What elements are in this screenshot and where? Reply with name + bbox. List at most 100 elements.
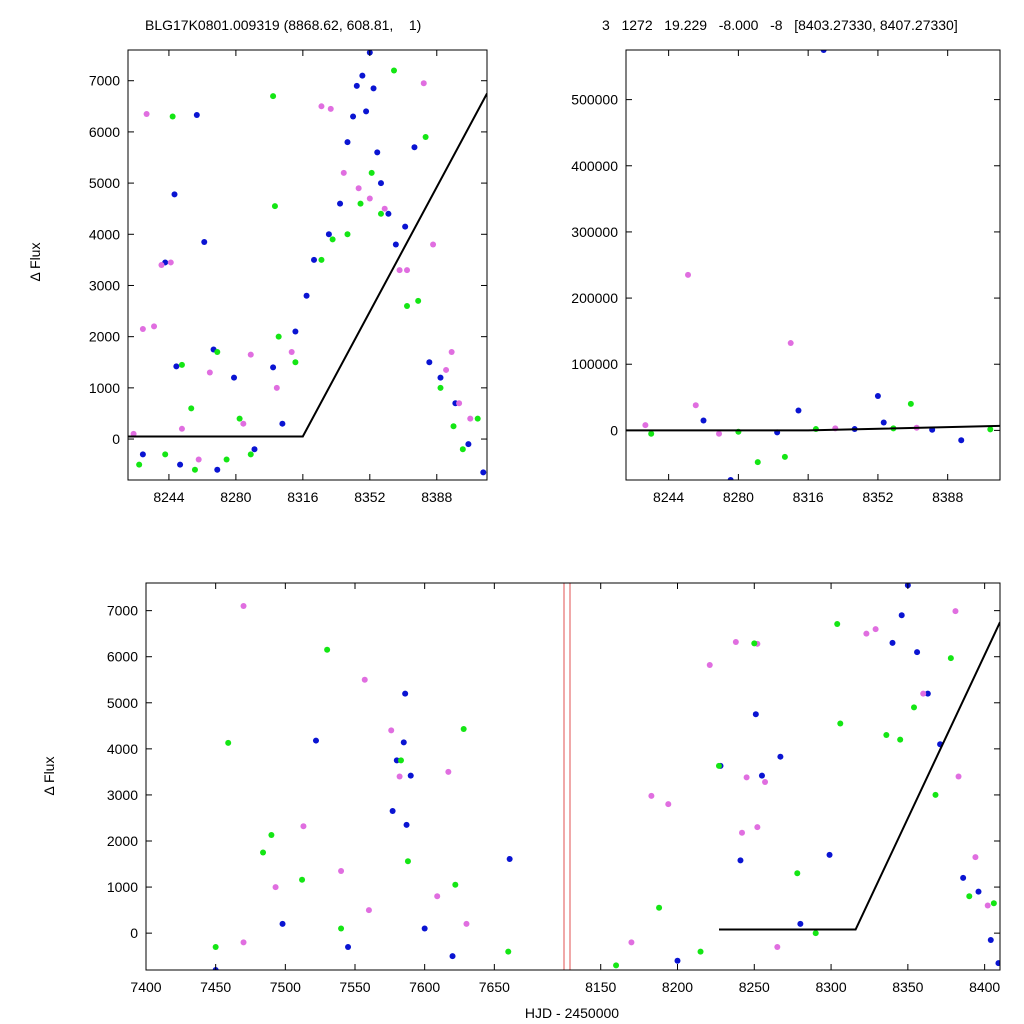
top-left-ylabel: Δ Flux (27, 243, 43, 282)
tl-xtick-label: 8244 (153, 489, 184, 505)
bottom-point-blue (389, 808, 396, 815)
tr-point-blue (700, 417, 707, 424)
bottom-point-blue (797, 920, 804, 927)
bottom-point-magenta (732, 638, 739, 645)
bottom-point-magenta (463, 920, 470, 927)
tl-point-blue (251, 446, 258, 453)
bottom-xtick-label: 7550 (339, 979, 370, 995)
tl-point-blue (279, 420, 286, 427)
bottom-ytick-label: 2000 (107, 833, 138, 849)
bottom-point-green (212, 943, 219, 950)
bottom-point-magenta (648, 792, 655, 799)
tl-point-blue (193, 112, 200, 119)
bottom-point-green (404, 858, 411, 865)
tl-point-blue (480, 469, 487, 476)
tr-point-magenta (787, 340, 794, 347)
tl-point-blue (437, 374, 444, 381)
top-right-panel: 0 100000 200000 300000 400000 500000 8244 8280 8… (571, 49, 1001, 505)
bottom-point-green (812, 930, 819, 937)
bottom-point-magenta (706, 662, 713, 669)
tl-point-blue (325, 231, 332, 238)
bottom-frame (145, 582, 1001, 971)
tl-point-blue (465, 441, 472, 448)
tl-ytick-label: 7000 (89, 73, 120, 89)
bottom-point-magenta (388, 727, 395, 734)
bottom-point-green (911, 704, 917, 711)
top-left-panel: 0 1000 2000 3000 4000 5000 6000 7000 8244 8280 831… (89, 49, 488, 505)
bottom-point-green (338, 925, 345, 932)
tl-ytick-label: 3000 (89, 277, 120, 293)
bottom-point-green (834, 621, 841, 628)
tl-point-green (223, 456, 230, 463)
tr-point-blue (727, 477, 734, 480)
tr-ytick-label: 500000 (571, 92, 618, 108)
bottom-xtick-label: 8300 (815, 979, 846, 995)
bottom-xlabel: HJD - 2450000 (525, 1005, 619, 1021)
bottom-xtick-label: 7600 (409, 979, 440, 995)
tl-point-blue (392, 241, 399, 248)
tl-point-green (390, 67, 397, 74)
tr-ytick-label: 300000 (571, 224, 618, 240)
bottom-point-blue (924, 690, 931, 697)
tl-point-magenta (420, 80, 427, 87)
tl-point-blue (350, 113, 357, 120)
bottom-point-green (505, 948, 512, 955)
tl-point-blue (344, 139, 351, 146)
tl-point-blue (214, 466, 221, 473)
bottom-point-green (260, 849, 267, 856)
bottom-point-magenta (445, 768, 452, 775)
bottom-point-magenta (952, 608, 959, 615)
bottom-point-magenta (984, 902, 991, 909)
tl-point-green (415, 297, 422, 304)
tl-point-green (450, 423, 457, 430)
bottom-model-line (719, 621, 1000, 931)
tl-ytick-label: 1000 (89, 380, 120, 396)
bottom-ytick-label: 0 (130, 925, 138, 941)
tl-point-blue (370, 85, 377, 92)
tl-point-magenta (139, 325, 146, 332)
tl-point-green (188, 405, 195, 412)
bottom-point-green (837, 720, 844, 727)
tl-point-blue (292, 328, 299, 335)
tr-point-blue (880, 419, 887, 426)
bottom-point-blue (400, 739, 407, 746)
bottom-point-magenta (240, 939, 247, 946)
tl-point-blue (201, 238, 208, 245)
tl-point-magenta (396, 267, 403, 274)
tl-xtick-label: 8280 (220, 489, 251, 505)
bottom-point-magenta (955, 773, 962, 780)
bottom-point-blue (975, 888, 982, 895)
tl-xtick-label: 8316 (287, 489, 318, 505)
tl-point-green (318, 256, 325, 263)
bottom-point-magenta (628, 939, 635, 946)
bottom-point-green (883, 732, 890, 739)
tl-point-magenta (130, 430, 137, 437)
bottom-ytick-label: 4000 (107, 741, 138, 757)
bottom-xtick-label: 7500 (270, 979, 301, 995)
bottom-point-green (947, 655, 954, 662)
tl-point-magenta (178, 425, 185, 432)
tr-xtick-label: 8316 (793, 489, 824, 505)
bottom-point-magenta (338, 867, 345, 874)
bottom-point-green (460, 726, 467, 733)
bottom-point-green (751, 640, 758, 647)
tr-point-blue (795, 407, 802, 414)
tl-point-green (214, 349, 221, 356)
tl-point-blue (374, 149, 381, 156)
tl-point-magenta (240, 420, 247, 427)
tl-point-green (270, 93, 277, 100)
header-left: BLG17K0801.009319 (8868.62, 608.81, 1) (145, 17, 421, 33)
tl-ytick-label: 6000 (89, 124, 120, 140)
tl-point-blue (231, 374, 238, 381)
tl-point-green (169, 113, 176, 120)
tl-point-green (329, 236, 336, 243)
bottom-point-blue (995, 960, 1000, 967)
tr-point-magenta (692, 402, 699, 409)
bottom-point-magenta (396, 773, 403, 780)
tl-point-magenta (143, 110, 150, 117)
tl-point-blue (171, 191, 178, 198)
tl-point-blue (353, 82, 360, 89)
bottom-point-magenta (743, 774, 750, 781)
tl-point-magenta (273, 384, 280, 391)
tl-point-green (178, 361, 185, 368)
